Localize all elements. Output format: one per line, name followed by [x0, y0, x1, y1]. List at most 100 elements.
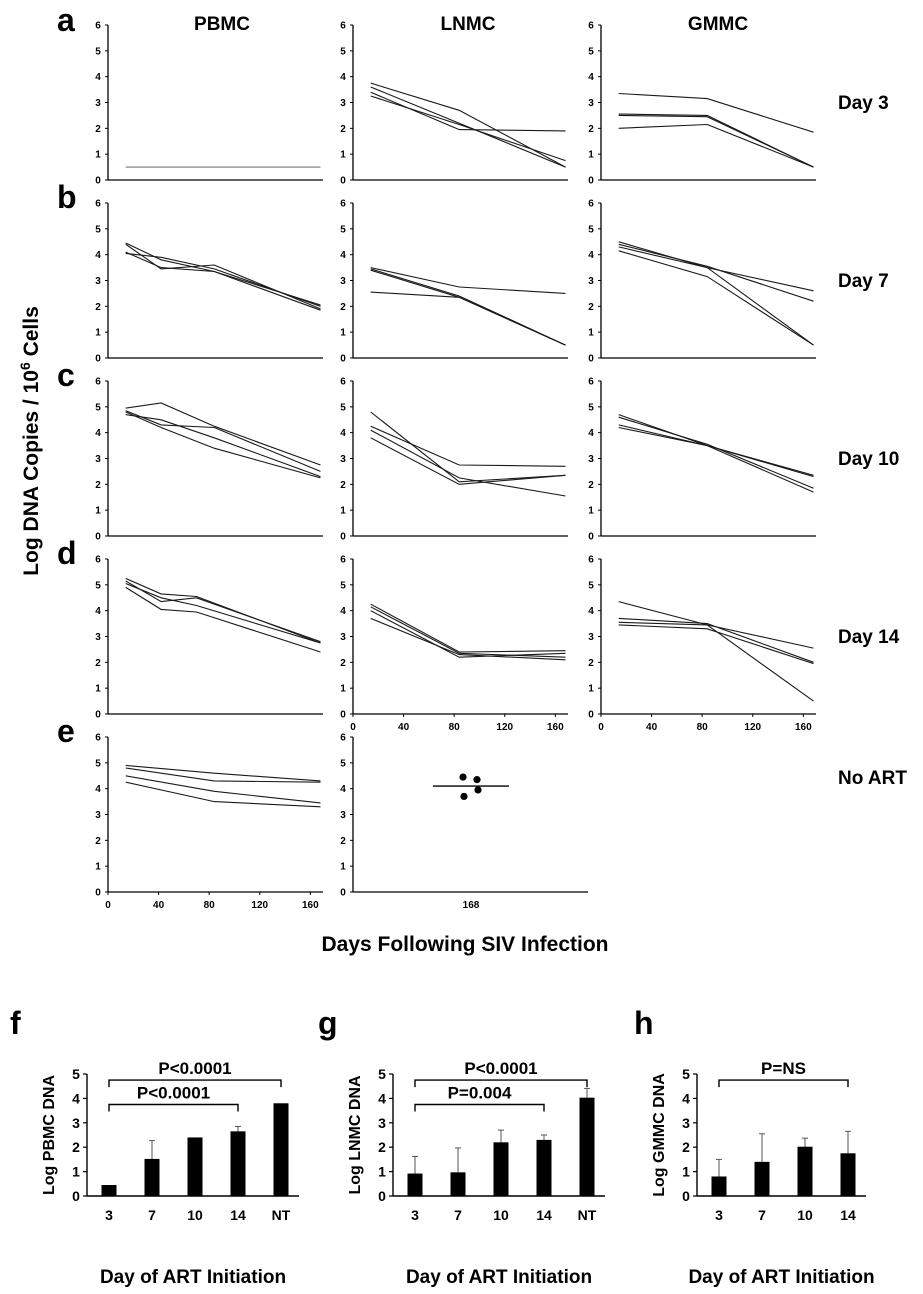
y-tick-label: 1	[378, 1164, 386, 1180]
x-tick-label: 7	[148, 1207, 156, 1223]
bar-y-axis-label: Log LNMC DNA	[347, 1075, 364, 1195]
y-tick-label: 2	[95, 302, 101, 313]
series-line-4	[370, 617, 566, 661]
y-tick-label: 0	[682, 1188, 690, 1204]
y-tick-label: 6	[95, 733, 101, 744]
x-tick-label: 40	[646, 722, 658, 733]
bar-10	[797, 1146, 813, 1196]
y-tick-label: 4	[340, 606, 346, 617]
y-tick-label: 2	[72, 1139, 80, 1155]
row-label-day10: Day 10	[838, 449, 899, 470]
bar-letter-g: g	[318, 1005, 338, 1041]
y-tick-label: 5	[588, 402, 594, 413]
data-point	[459, 773, 467, 781]
series-line-4	[618, 123, 814, 168]
y-tick-label: 1	[588, 684, 594, 695]
y-tick-label: 0	[95, 354, 101, 365]
panel-e-lnmc: 0 1 2 3 4 5 6 168	[340, 733, 588, 911]
x-tick-label: 0	[105, 900, 111, 911]
y-tick-label: 5	[95, 580, 101, 591]
y-tick-label: 0	[588, 532, 594, 543]
y-tick-label: 2	[340, 480, 346, 491]
series-line-4	[618, 426, 814, 493]
y-tick-label: 1	[95, 684, 101, 695]
panel-d-pbmc: 0 1 2 3 4 5 6	[95, 555, 323, 721]
y-tick-label: 6	[340, 555, 346, 566]
series-line-3	[370, 429, 566, 497]
bar-3	[101, 1185, 117, 1196]
y-axis-label: Log DNA Copies / 106 Cells	[17, 306, 43, 576]
row-label-day14: Day 14	[838, 627, 900, 648]
x-tick-label: 120	[496, 722, 513, 733]
y-axis-label-main: Log DNA Copies / 10	[20, 370, 43, 576]
row-label-day7: Day 7	[838, 271, 889, 292]
y-tick-label: 1	[340, 328, 346, 339]
y-tick-label: 2	[340, 836, 346, 847]
y-tick-label: 5	[72, 1066, 80, 1082]
y-tick-label: 0	[340, 710, 346, 721]
series-line-3	[618, 424, 814, 478]
series-line-2	[370, 606, 566, 658]
y-tick-label: 5	[340, 224, 346, 235]
y-tick-label: 4	[72, 1090, 80, 1106]
series-line-1	[370, 603, 566, 653]
series-line-4	[370, 437, 566, 485]
series-line-4	[125, 414, 321, 478]
y-tick-label: 4	[340, 428, 346, 439]
y-tick-label: 2	[340, 658, 346, 669]
y-tick-label: 2	[682, 1139, 690, 1155]
row-letter-a: a	[57, 2, 75, 38]
y-tick-label: 1	[95, 862, 101, 873]
x-tick-label: 168	[463, 900, 480, 911]
x-tick-label: 40	[153, 900, 165, 911]
series-line-3	[618, 246, 814, 346]
y-tick-label: 6	[588, 199, 594, 210]
series-line-3	[618, 114, 814, 168]
y-tick-label: 5	[378, 1066, 386, 1082]
line-panels: 0123456012345601234560123456012345601234…	[95, 21, 816, 911]
series-line-2	[125, 767, 321, 783]
y-tick-label: 2	[95, 480, 101, 491]
series-line-2	[618, 243, 814, 302]
x-tick-label: 3	[411, 1207, 419, 1223]
y-tick-label: 6	[95, 21, 101, 32]
x-tick-label: 14	[230, 1207, 246, 1223]
bar-3	[711, 1176, 727, 1196]
bar-x-axis-label: Day of ART Initiation	[406, 1267, 592, 1288]
x-tick-label: 160	[302, 900, 319, 911]
bar-14	[230, 1131, 246, 1196]
significance-bracket	[108, 1079, 282, 1088]
p-value-label: P<0.0001	[158, 1059, 231, 1078]
bar-7	[754, 1161, 770, 1196]
series-line-3	[370, 610, 566, 658]
y-tick-label: 0	[588, 710, 594, 721]
y-tick-label: 1	[340, 862, 346, 873]
x-tick-label: 80	[449, 722, 461, 733]
y-tick-label: 3	[95, 454, 101, 465]
bar-7	[144, 1158, 160, 1196]
y-tick-label: 0	[95, 532, 101, 543]
significance-bracket	[414, 1079, 588, 1088]
series-line-2	[618, 113, 814, 168]
y-tick-label: 2	[340, 302, 346, 313]
y-tick-label: 6	[95, 199, 101, 210]
y-tick-label: 6	[588, 555, 594, 566]
panel-b-lnmc: 0 1 2 3 4 5 6	[340, 199, 568, 365]
series-line-2	[618, 416, 814, 489]
figure-labels: PBMC LNMC GMMC a b c d e Day 3 Day 7 Day…	[10, 2, 907, 1041]
column-title-lnmc: LNMC	[441, 14, 496, 35]
y-tick-label: 1	[682, 1164, 690, 1180]
x-tick-label: 14	[536, 1207, 552, 1223]
y-tick-label: 3	[588, 98, 594, 109]
bar-14	[840, 1153, 856, 1196]
series-line-3	[125, 582, 321, 644]
y-tick-label: 3	[72, 1115, 80, 1131]
x-tick-label: 160	[795, 722, 812, 733]
y-tick-label: 6	[340, 733, 346, 744]
panel-b-gmmc: 0 1 2 3 4 5 6	[588, 199, 816, 365]
y-tick-label: 6	[340, 21, 346, 32]
bar-x-axis-label: Day of ART Initiation	[100, 1267, 286, 1288]
y-tick-label: 5	[340, 758, 346, 769]
y-tick-label: 5	[340, 46, 346, 57]
y-tick-label: 5	[340, 402, 346, 413]
